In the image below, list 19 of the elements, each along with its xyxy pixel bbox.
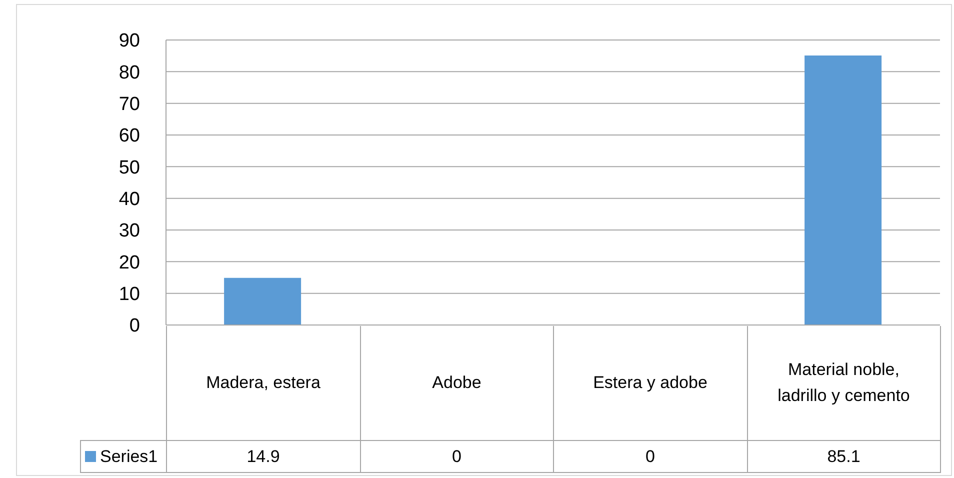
data-label: 14.9 [166,440,360,473]
data-label: 0 [360,440,554,473]
x-tick-label: Madera, estera [166,326,360,441]
data-label: 0 [553,440,748,473]
y-tick-label: 70 [118,94,140,116]
x-tick-label: Estera y adobe [553,326,748,441]
y-tick-label: 20 [118,252,140,274]
data-label: 85.1 [746,440,941,473]
legend-label: Series1 [100,446,158,468]
y-tick-label: 60 [118,126,140,147]
x-tick-label: Adobe [360,326,554,441]
x-tick-label: Material noble, ladrillo y cemento [746,326,941,441]
y-tick-label: 30 [118,220,140,242]
y-tick-label: 50 [118,157,140,178]
y-tick-label: 10 [118,284,140,306]
y-tick-label: 90 [118,30,140,52]
y-tick-label: 0 [129,316,140,337]
y-tick-label: 80 [118,62,140,84]
y-tick-label: 40 [118,189,140,210]
